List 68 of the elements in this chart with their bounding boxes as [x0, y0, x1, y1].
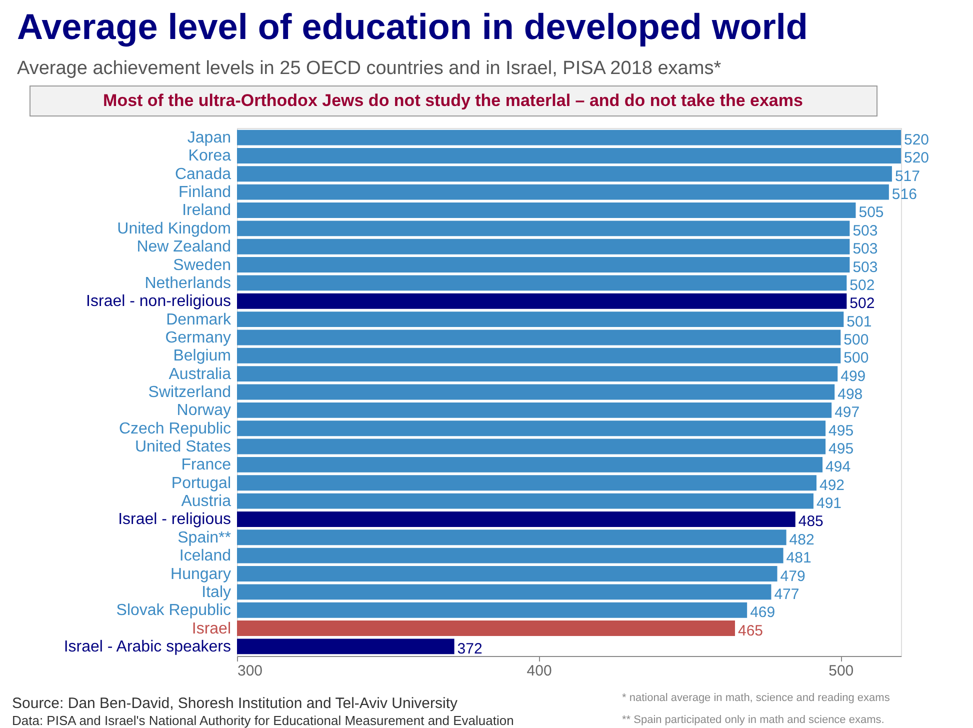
y-tick-label: United States: [134, 438, 231, 456]
y-tick-label: Israel: [192, 620, 231, 638]
y-tick-label: Israel - religious: [118, 511, 231, 528]
y-tick-label: Slovak Republic: [116, 602, 231, 620]
x-tick-label: 400: [526, 662, 552, 680]
text: Most of the ultra-Orthodox Jews do not study the materlal – and do not take the exams: [103, 91, 803, 110]
x-tick-label: 500: [828, 662, 854, 680]
data-label: 479: [780, 568, 806, 585]
y-tick-label: Portugal: [171, 474, 231, 492]
data-label: 465: [738, 622, 764, 640]
data-label: 502: [850, 276, 875, 294]
y-tick-label: Sweden: [173, 256, 231, 274]
y-tick-label: Belgium: [173, 348, 231, 365]
y-tick-label: Israel - non-religious: [86, 293, 231, 310]
data-label: 503: [852, 240, 878, 258]
y-tick-label: Finland: [178, 184, 231, 202]
data-label: 477: [774, 586, 800, 603]
data-label: 500: [844, 331, 869, 348]
data-label: 469: [750, 604, 776, 622]
y-tick-label: Italy: [202, 584, 231, 601]
data-label: 501: [846, 313, 872, 330]
data-label: 481: [786, 550, 812, 567]
y-tick-label: Switzerland: [148, 384, 231, 401]
y-tick-label: Iceland: [179, 548, 231, 565]
y-tick-label: Spain**: [178, 529, 231, 546]
data-label: 495: [828, 440, 854, 458]
x-tick-label: 300: [238, 662, 263, 680]
y-tick-label: Hungary: [170, 566, 231, 583]
chart-title: Average level of education in developed world: [17, 6, 808, 47]
data-label: 517: [894, 168, 920, 185]
y-tick-label: Israel - Arabic speakers: [64, 638, 231, 656]
text: ** Spain participated only in math and science exams.: [622, 714, 884, 726]
data-label: 520: [904, 132, 930, 149]
chart-subtitle: Average achievement levels in 25 OECD countries and in Israel, PISA 2018 exams*: [17, 58, 722, 79]
y-tick-label: Japan: [187, 130, 231, 147]
y-tick-label: United Kingdom: [117, 220, 231, 238]
text: * national average in math, science and reading exams: [622, 692, 890, 704]
text: Data: PISA and Israel's National Authority for Educational Measurement and Evaluation: [12, 713, 514, 728]
y-tick-label: Austria: [181, 493, 232, 510]
data-label: 500: [844, 350, 869, 367]
y-tick-label: Czech Republic: [118, 420, 231, 438]
data-label: 503: [852, 258, 878, 276]
data-label: 503: [852, 222, 878, 240]
data-label: 495: [828, 422, 854, 440]
y-tick-label: Korea: [188, 148, 232, 165]
data-label: 502: [850, 295, 875, 312]
data-label: 494: [826, 458, 851, 476]
data-label: 498: [838, 386, 863, 403]
y-tick-label: Netherlands: [144, 274, 231, 292]
data-label: 499: [840, 368, 866, 385]
y-tick-label: New Zealand: [136, 238, 231, 256]
y-tick-label: Canada: [174, 166, 232, 183]
data-label: 485: [798, 513, 824, 530]
data-label: 492: [819, 476, 845, 494]
data-label: 491: [816, 495, 842, 512]
data-label: 516: [892, 186, 917, 204]
data-label: 505: [858, 204, 884, 222]
source-note: Source: Dan Ben-David, Shoresh Institution and Tel-Aviv University: [12, 695, 458, 712]
y-tick-label: Norway: [176, 402, 231, 420]
y-tick-label: Ireland: [182, 202, 231, 220]
data-label: 520: [904, 150, 930, 167]
data-label: 372: [457, 640, 482, 658]
y-tick-label: France: [181, 456, 232, 474]
y-tick-label: Germany: [165, 329, 231, 346]
data-label: 497: [834, 404, 860, 422]
y-tick-label: Denmark: [166, 311, 232, 328]
data-label: 482: [789, 531, 814, 548]
y-tick-label: Australia: [168, 366, 232, 383]
